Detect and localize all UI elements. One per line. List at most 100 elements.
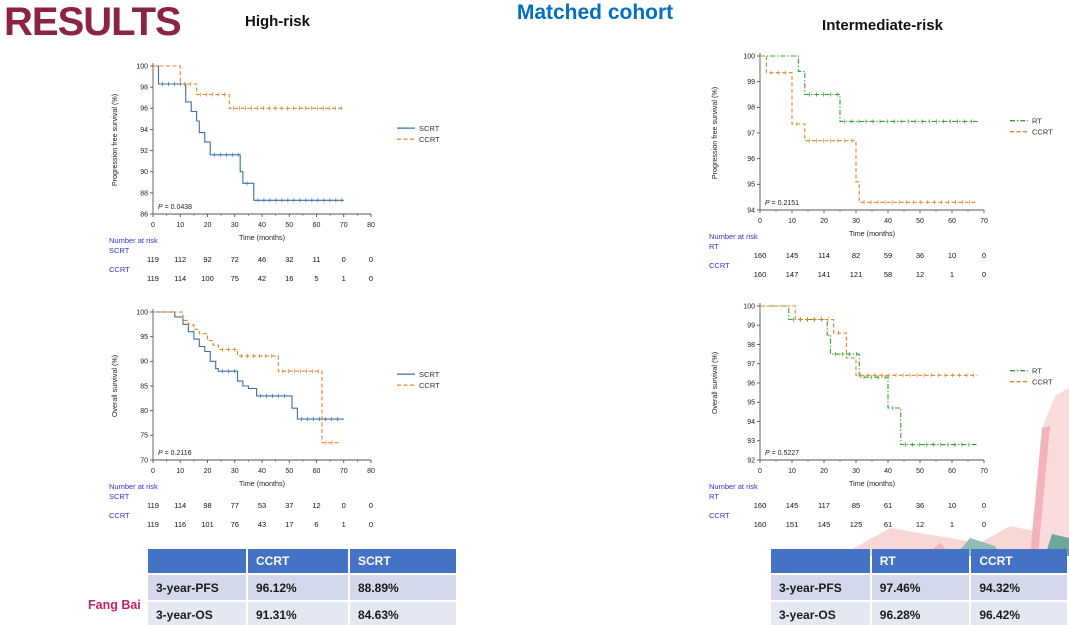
km-curve-scrt	[153, 65, 344, 201]
km-curve-ccrt	[760, 305, 978, 376]
y-axis-title: Overall survival (%)	[110, 355, 119, 417]
legend-label-ccrt: CCRT	[419, 381, 440, 390]
risk-value: 6	[314, 520, 318, 529]
x-tick-label: 0	[758, 468, 762, 475]
x-tick-label: 20	[820, 468, 828, 475]
legend-label-ccrt: CCRT	[1032, 377, 1053, 386]
y-tick-label: 100	[743, 303, 755, 310]
p-symbol: P	[158, 204, 163, 211]
risk-value: 0	[982, 270, 986, 279]
table-row: 3-year-OS 96.28% 96.42%	[771, 602, 1067, 625]
y-tick-label: 95	[747, 182, 755, 189]
y-tick-label: 98	[747, 105, 755, 112]
risk-value: 37	[285, 501, 293, 510]
x-tick-label: 20	[820, 218, 828, 225]
value-cell: 96.28%	[871, 602, 970, 625]
row-label-3yr-os: 3-year-OS	[148, 602, 246, 625]
risk-value: 12	[916, 270, 924, 279]
y-tick-label: 98	[747, 342, 755, 349]
risk-value: 92	[203, 255, 211, 264]
risk-value: 145	[818, 520, 831, 529]
risk-value: 10	[948, 251, 956, 260]
x-tick-label: 30	[852, 218, 860, 225]
y-axis-title: Progression free survival (%)	[710, 87, 719, 179]
risk-value: 0	[982, 520, 986, 529]
x-axis-title: Time (months)	[849, 229, 895, 238]
x-tick-label: 30	[231, 468, 239, 475]
y-tick-label: 100	[136, 309, 148, 316]
x-tick-label: 10	[788, 468, 796, 475]
table-header-scrt: SCRT	[350, 549, 456, 573]
x-tick-label: 10	[176, 468, 184, 475]
risk-value: 145	[786, 251, 799, 260]
decor-pink-band	[840, 526, 1069, 556]
risk-value: 61	[884, 501, 892, 510]
risk-value: 36	[916, 501, 924, 510]
y-tick-label: 95	[747, 400, 755, 407]
risk-value: 42	[258, 274, 266, 283]
risk-value: 5	[314, 274, 318, 283]
x-tick-label: 40	[258, 222, 266, 229]
risk-value: 76	[231, 520, 239, 529]
y-tick-label: 70	[140, 457, 148, 464]
km-chart-high-risk-pfs: 86 88 90 92 94 96 98 100 0 10 20 30 40 50 60 70 80 Progre…	[105, 52, 450, 305]
x-tick-label: 0	[151, 222, 155, 229]
p-value: P = 0.2151	[765, 200, 799, 207]
x-tick-label: 0	[758, 218, 762, 225]
y-tick-label: 92	[140, 148, 148, 155]
risk-value: 112	[174, 255, 186, 264]
summary-table-intermediate-risk: RT CCRT 3-year-PFS 97.46% 94.32% 3-year-…	[769, 547, 1069, 625]
legend-label-ccrt: CCRT	[419, 135, 440, 144]
x-axis-title: Time (months)	[849, 479, 895, 488]
y-tick-label: 90	[140, 359, 148, 366]
risk-value: 117	[818, 501, 830, 510]
y-tick-label: 99	[747, 323, 755, 330]
x-tick-label: 30	[231, 222, 239, 229]
x-tick-label: 80	[367, 222, 375, 229]
x-tick-label: 50	[916, 218, 924, 225]
y-tick-label: 86	[140, 211, 148, 218]
risk-value: 12	[312, 501, 320, 510]
risk-row-name-ccrt: CCRT	[109, 511, 130, 520]
risk-value: 141	[818, 270, 831, 279]
risk-value: 61	[884, 520, 892, 529]
risk-value: 82	[852, 251, 860, 260]
risk-value: 160	[754, 520, 767, 529]
risk-value: 10	[948, 501, 956, 510]
number-at-risk-label: Number at risk	[109, 482, 158, 491]
y-tick-label: 94	[747, 419, 755, 426]
km-chart-intermediate-risk-os: 92 93 94 95 96 97 98 99 100 0 10 20 30 40 50 60 70 Overal…	[705, 292, 1060, 550]
risk-row-name-rt: RT	[709, 242, 719, 251]
risk-row-name-rt: RT	[709, 492, 719, 501]
km-chart-high-risk-os: 70 75 80 85 90 95 100 0 10 20 30 40 50 60 70 80 Overall …	[105, 298, 450, 551]
group-heading-high-risk: High-risk	[244, 13, 310, 30]
x-axis-title: Time (months)	[239, 233, 285, 242]
risk-value: 0	[342, 501, 346, 510]
risk-value: 114	[174, 274, 186, 283]
x-tick-label: 50	[285, 468, 293, 475]
x-tick-label: 0	[151, 468, 155, 475]
x-tick-label: 60	[948, 468, 956, 475]
p-value: P = 0.5227	[765, 450, 799, 457]
risk-row-name-ccrt: CCRT	[109, 265, 130, 274]
x-tick-label: 10	[176, 222, 184, 229]
risk-value: 119	[147, 255, 159, 264]
table-header-row: CCRT SCRT	[148, 549, 456, 573]
risk-value: 145	[786, 501, 799, 510]
x-tick-label: 30	[852, 468, 860, 475]
y-tick-label: 94	[747, 207, 755, 214]
table-corner-cell	[771, 549, 870, 573]
x-tick-label: 20	[204, 222, 212, 229]
x-tick-label: 20	[204, 468, 212, 475]
risk-value: 1	[950, 520, 954, 529]
risk-value: 0	[982, 501, 986, 510]
legend-label-rt: RT	[1032, 116, 1042, 125]
risk-value: 160	[754, 251, 767, 260]
x-tick-label: 50	[916, 468, 924, 475]
risk-value: 36	[916, 251, 924, 260]
x-tick-label: 40	[258, 468, 266, 475]
km-curve-ccrt	[153, 65, 344, 109]
x-tick-label: 80	[367, 468, 375, 475]
table-header-rt: RT	[871, 549, 970, 573]
